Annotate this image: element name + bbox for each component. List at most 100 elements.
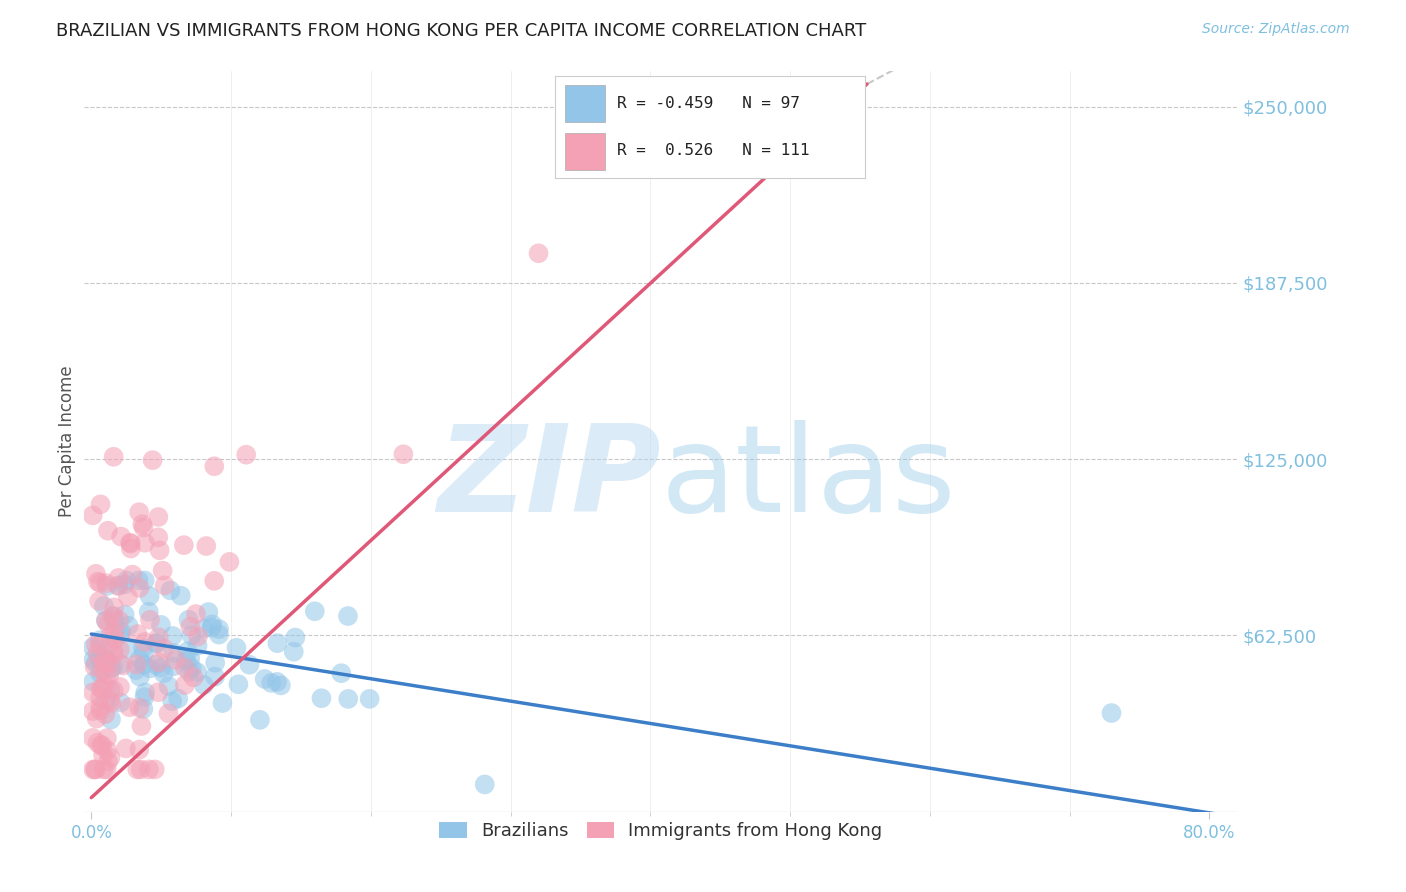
Point [283, 645, 305, 659]
Point [82, 763, 104, 777]
Point [96, 652, 118, 666]
Point [173, 678, 195, 692]
Point [89, 633, 111, 648]
Text: ZIP: ZIP [437, 420, 661, 537]
Point [132, 646, 155, 660]
Point [160, 694, 183, 708]
Point [527, 246, 550, 260]
Point [186, 665, 208, 680]
Point [228, 677, 250, 691]
Point [392, 447, 415, 461]
Point [89, 700, 111, 714]
Point [89, 690, 111, 705]
Point [266, 674, 288, 689]
Point [266, 636, 288, 650]
Point [131, 719, 153, 733]
Point [82, 674, 104, 689]
Point [138, 763, 160, 777]
Point [170, 589, 193, 603]
Point [101, 660, 124, 674]
Point [103, 613, 125, 627]
Point [90, 681, 112, 695]
Point [97, 640, 120, 654]
Point [114, 607, 136, 622]
Point [91, 664, 114, 678]
Point [103, 625, 125, 640]
Point [177, 613, 200, 627]
Point [82, 652, 104, 666]
Point [107, 578, 129, 592]
Point [100, 713, 122, 727]
Point [90, 682, 112, 697]
Point [96, 731, 118, 746]
Point [87, 594, 110, 608]
Point [148, 510, 170, 524]
Point [127, 627, 149, 641]
Point [193, 678, 215, 692]
Point [117, 619, 139, 633]
Point [94, 707, 117, 722]
Point [128, 574, 150, 588]
Point [153, 578, 176, 592]
Point [200, 621, 222, 635]
Point [179, 651, 201, 665]
Point [202, 574, 225, 588]
Point [114, 577, 136, 591]
Point [96, 743, 118, 757]
Point [195, 539, 218, 553]
Point [128, 581, 150, 595]
Point [101, 608, 124, 623]
Point [138, 605, 160, 619]
Point [118, 700, 141, 714]
Point [143, 763, 166, 777]
Point [84, 566, 107, 581]
Point [253, 672, 276, 686]
Point [128, 670, 150, 684]
Point [129, 763, 152, 777]
Point [111, 624, 134, 639]
Point [94, 613, 117, 627]
Point [284, 631, 307, 645]
Point [86, 646, 108, 660]
Point [201, 617, 224, 632]
Point [89, 497, 111, 511]
Point [179, 665, 201, 679]
Point [128, 505, 150, 519]
Point [84, 657, 107, 671]
Point [110, 530, 132, 544]
Point [110, 657, 132, 671]
Point [96, 576, 118, 591]
Point [82, 685, 104, 699]
Point [139, 661, 162, 675]
Point [359, 691, 381, 706]
Point [93, 763, 115, 777]
Point [149, 618, 172, 632]
Point [121, 567, 143, 582]
Point [148, 530, 170, 544]
Point [93, 678, 115, 692]
Point [131, 517, 153, 532]
Point [132, 640, 155, 655]
Point [89, 575, 111, 590]
Point [173, 661, 195, 675]
Text: atlas: atlas [661, 420, 956, 537]
Point [87, 574, 110, 589]
Point [145, 636, 167, 650]
Point [225, 640, 247, 655]
Point [98, 682, 121, 697]
Point [132, 702, 155, 716]
Point [103, 600, 125, 615]
Point [148, 630, 170, 644]
Point [211, 696, 233, 710]
Point [89, 637, 111, 651]
Point [153, 641, 176, 656]
Point [128, 652, 150, 666]
Point [148, 656, 170, 670]
Legend: Brazilians, Immigrants from Hong Kong: Brazilians, Immigrants from Hong Kong [432, 814, 890, 847]
Point [235, 448, 257, 462]
Point [103, 683, 125, 698]
Point [145, 657, 167, 672]
Point [93, 599, 115, 613]
Point [173, 538, 195, 552]
Point [162, 646, 184, 660]
